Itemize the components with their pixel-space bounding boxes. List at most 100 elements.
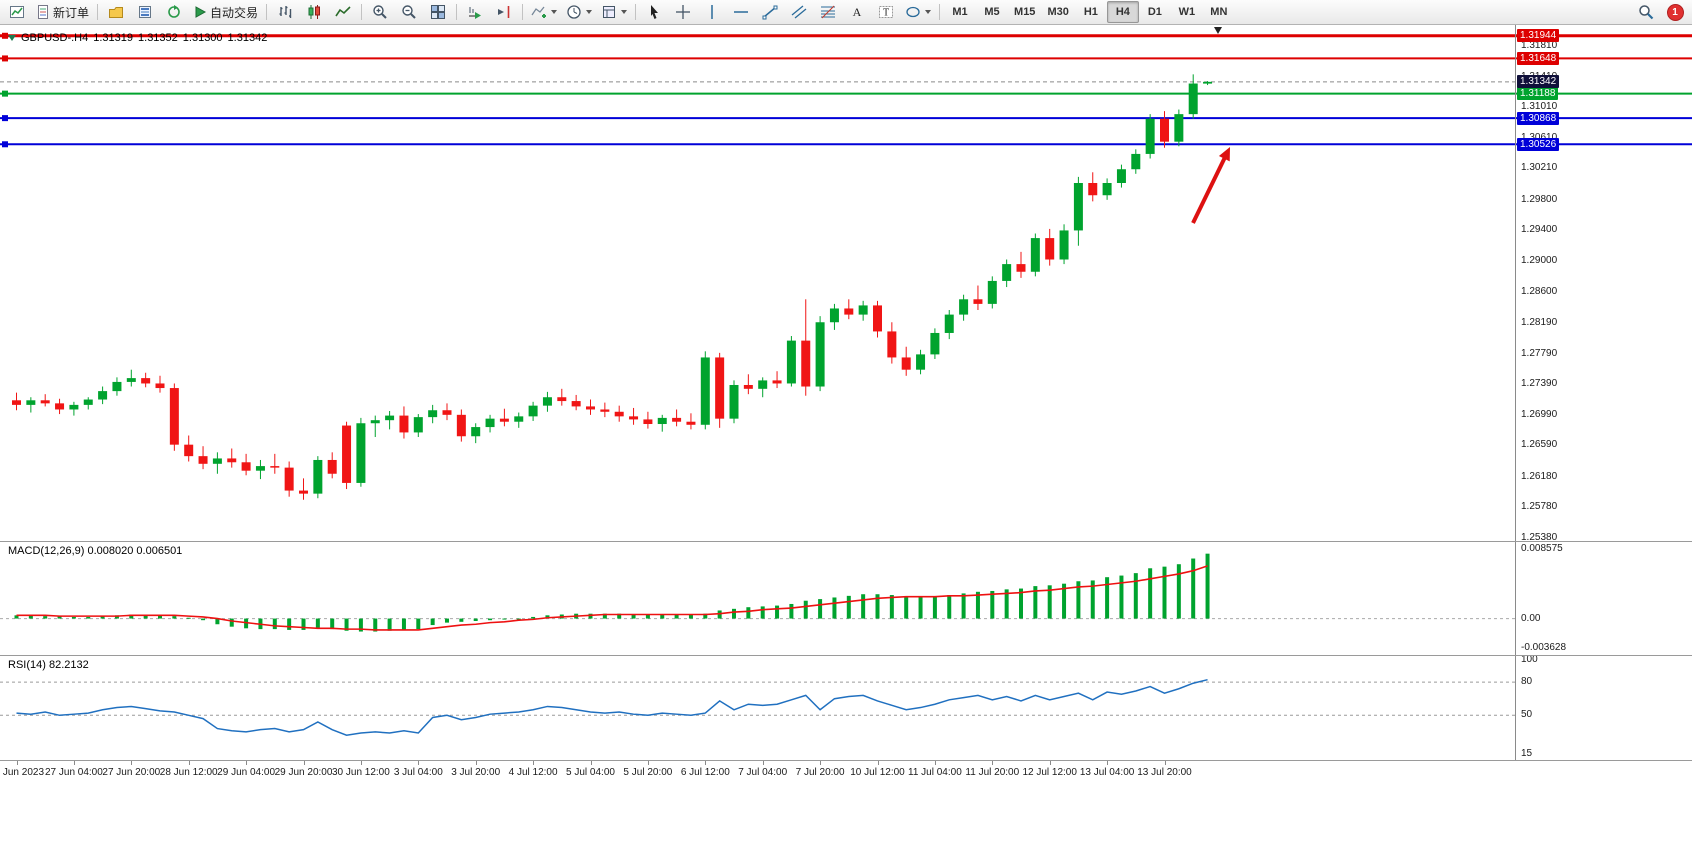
fibonacci-tool-button[interactable] bbox=[814, 1, 842, 23]
indicators-button[interactable] bbox=[527, 1, 561, 23]
timeframe-button-h4[interactable]: H4 bbox=[1106, 1, 1139, 23]
candle-body bbox=[98, 391, 108, 400]
macd-bar bbox=[358, 618, 363, 632]
zoom-out-icon bbox=[402, 5, 416, 19]
zoom-in-button[interactable] bbox=[366, 1, 394, 23]
candlestick-plot[interactable] bbox=[0, 25, 1692, 541]
timeframe-button-m30[interactable]: M30 bbox=[1047, 6, 1069, 18]
new-order-button[interactable]: 新订单 bbox=[32, 1, 93, 23]
price-axis-label: 1.28190 bbox=[1521, 317, 1558, 329]
candle-body bbox=[385, 415, 395, 421]
timeframe-button-w1[interactable]: W1 bbox=[1178, 6, 1196, 18]
timeframe-button-h1[interactable]: H1 bbox=[1083, 6, 1098, 18]
price-axis-label: 1.25380 bbox=[1521, 532, 1558, 541]
macd-bar bbox=[373, 618, 378, 632]
time-axis-tick bbox=[303, 761, 305, 765]
rsi-panel[interactable]: RSI(14) 82.2132 100 80 50 15 bbox=[0, 655, 1692, 760]
chart-window: GBPUSD-.H4 1.31319 1.31352 1.31300 1.313… bbox=[0, 25, 1692, 789]
search-button[interactable] bbox=[1632, 1, 1660, 23]
rsi-value: 82.2132 bbox=[48, 659, 89, 671]
macd-bar bbox=[1176, 564, 1181, 619]
notification-badge: 1 bbox=[1666, 3, 1684, 21]
macd-bar bbox=[86, 616, 91, 619]
timeframe-button-m1[interactable]: M1 bbox=[952, 6, 968, 18]
rsi-indicator-name: RSI(14) bbox=[8, 659, 46, 671]
profiles-button[interactable] bbox=[102, 1, 130, 23]
macd-bar bbox=[1033, 586, 1038, 619]
timeframe-button-mn[interactable]: MN bbox=[1210, 6, 1228, 18]
crosshair-button[interactable] bbox=[669, 1, 697, 23]
price-level-handle[interactable] bbox=[2, 32, 8, 39]
zoom-out-button[interactable] bbox=[395, 1, 423, 23]
price-level-handle[interactable] bbox=[2, 55, 8, 62]
price-level-handle[interactable] bbox=[2, 115, 8, 122]
vertical-line-tool-button[interactable] bbox=[698, 1, 726, 23]
cursor-button[interactable] bbox=[640, 1, 668, 23]
new-chart-button[interactable] bbox=[3, 1, 31, 23]
market-watch-button[interactable] bbox=[131, 1, 159, 23]
separator bbox=[635, 4, 637, 20]
rsi-plot[interactable] bbox=[0, 656, 1692, 760]
timeframe-button-m5[interactable]: M5 bbox=[984, 6, 1000, 18]
time-axis-label: 26 Jun 2023 bbox=[0, 767, 45, 778]
candle-body bbox=[26, 400, 36, 405]
periods-button[interactable] bbox=[562, 1, 596, 23]
annotation-arrow[interactable] bbox=[1191, 151, 1230, 224]
candle-body bbox=[241, 462, 251, 471]
macd-bar bbox=[1205, 553, 1210, 619]
price-level-handle[interactable] bbox=[2, 141, 8, 148]
text-tool-button[interactable]: A bbox=[843, 1, 871, 23]
tile-windows-button[interactable] bbox=[424, 1, 452, 23]
time-axis-label: 13 Jul 04:00 bbox=[1079, 767, 1135, 778]
macd-bar bbox=[760, 606, 765, 619]
macd-bar bbox=[688, 614, 693, 619]
time-axis-tick bbox=[934, 761, 936, 765]
time-axis-label: 7 Jul 04:00 bbox=[738, 767, 788, 778]
separator bbox=[361, 4, 363, 20]
auto-scroll-icon bbox=[469, 7, 482, 19]
macd-bar bbox=[717, 610, 722, 619]
line-chart-type-button[interactable] bbox=[329, 1, 357, 23]
trendline-tool-button[interactable] bbox=[756, 1, 784, 23]
bar-chart-type-button[interactable] bbox=[271, 1, 299, 23]
autotrading-button[interactable]: 自动交易 bbox=[189, 1, 262, 23]
refresh-button[interactable] bbox=[160, 1, 188, 23]
candle-body bbox=[772, 380, 782, 384]
time-axis-label: 11 Jul 04:00 bbox=[908, 767, 962, 778]
time-axis-tick bbox=[1107, 761, 1109, 765]
price-axis-label: 1.27390 bbox=[1521, 378, 1558, 390]
macd-bar bbox=[502, 618, 507, 620]
candle-body bbox=[858, 305, 868, 315]
auto-scroll-button[interactable] bbox=[461, 1, 489, 23]
annotation-arrowhead bbox=[1218, 147, 1230, 162]
timeframe-button-d1[interactable]: D1 bbox=[1147, 6, 1162, 18]
templates-button[interactable] bbox=[597, 1, 631, 23]
time-axis-tick bbox=[992, 761, 994, 765]
macd-bar bbox=[244, 618, 249, 629]
notifications-button[interactable]: 1 bbox=[1661, 1, 1689, 23]
horizontal-line-tool-button[interactable] bbox=[727, 1, 755, 23]
timeframe-group: M1 M5 M15 M30 H1 H4 D1 W1 MN bbox=[944, 1, 1235, 23]
time-axis-label: 3 Jul 04:00 bbox=[393, 767, 443, 778]
chart-shift-button[interactable] bbox=[490, 1, 518, 23]
macd-plot[interactable] bbox=[0, 542, 1692, 655]
candlestick-chart-type-button[interactable] bbox=[300, 1, 328, 23]
macd-bar bbox=[1004, 589, 1009, 619]
price-level-handle[interactable] bbox=[2, 90, 8, 97]
shapes-tool-button[interactable] bbox=[901, 1, 935, 23]
macd-axis-label: -0.003628 bbox=[1521, 642, 1567, 653]
channel-tool-button[interactable] bbox=[785, 1, 813, 23]
macd-panel[interactable]: MACD(12,26,9) 0.008020 0.006501 0.008575… bbox=[0, 541, 1692, 655]
candle-body bbox=[198, 456, 208, 464]
time-axis-label: 6 Jul 12:00 bbox=[680, 767, 730, 778]
candle-body bbox=[930, 332, 940, 355]
timeframe-button-m15[interactable]: M15 bbox=[1014, 6, 1036, 18]
market-watch-icon bbox=[139, 6, 152, 18]
label-tool-button[interactable]: T bbox=[872, 1, 900, 23]
text-label-icon: T bbox=[879, 6, 894, 19]
ohlc-open: 1.31319 bbox=[93, 32, 134, 44]
macd-bar bbox=[272, 618, 277, 630]
main-chart-panel[interactable]: GBPUSD-.H4 1.31319 1.31352 1.31300 1.313… bbox=[0, 25, 1692, 541]
svg-text:A: A bbox=[853, 5, 862, 19]
